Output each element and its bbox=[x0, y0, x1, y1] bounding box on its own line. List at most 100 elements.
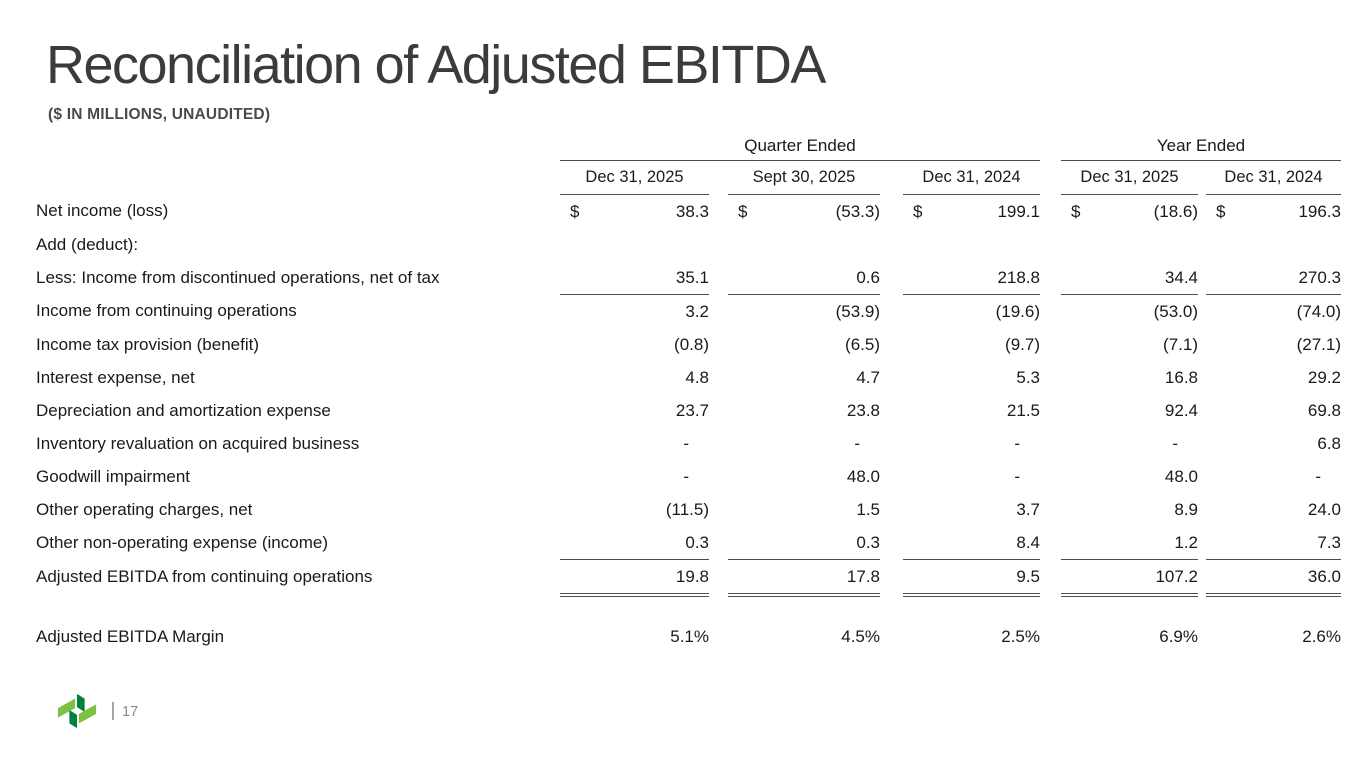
row-label: Depreciation and amortization expense bbox=[36, 400, 331, 420]
cell-value: 4.8 bbox=[560, 361, 709, 394]
cell-value: 2.5% bbox=[903, 620, 1040, 653]
logo-blade-south bbox=[69, 710, 77, 729]
spacer-cell bbox=[36, 595, 1341, 620]
column-group-header: Year Ended bbox=[1061, 131, 1341, 161]
cell-value: 5.1% bbox=[560, 620, 709, 653]
cell-number: 5.3 bbox=[1016, 367, 1040, 387]
row-label: Goodwill impairment bbox=[36, 466, 190, 486]
currency-symbol: $ bbox=[1071, 201, 1081, 221]
cell-value: 4.7 bbox=[728, 361, 880, 394]
column-gap bbox=[1040, 427, 1061, 460]
row-label: Inventory revaluation on acquired busine… bbox=[36, 433, 360, 453]
table-body: Net income (loss) $38.3 $ (53.3) $199.1 $ (18.… bbox=[36, 195, 1341, 654]
column-gap bbox=[1040, 526, 1061, 560]
table-row: Income tax provision (benefit) (0.8) (6.5)… bbox=[36, 328, 1341, 361]
column-gap bbox=[880, 560, 903, 596]
row-label: Other operating charges, net bbox=[36, 499, 253, 519]
column-gap bbox=[709, 493, 728, 526]
cell-value: 3.2 bbox=[560, 295, 709, 329]
cell-number: 21.5 bbox=[1006, 400, 1040, 420]
cell-value: - bbox=[728, 427, 880, 460]
row-label: Income tax provision (benefit) bbox=[36, 334, 259, 354]
column-gap bbox=[1198, 493, 1206, 526]
table-row: Adjusted EBITDA Margin 5.1% 4.5% 2.5% 6.9% 2.… bbox=[36, 620, 1341, 653]
cell-number: 9.5 bbox=[1016, 566, 1040, 586]
currency-symbol: $ bbox=[738, 201, 748, 221]
cell-value: 34.4 bbox=[1061, 261, 1198, 295]
company-logo-icon bbox=[57, 693, 97, 729]
cell-number: (7.1) bbox=[1163, 334, 1198, 354]
column-gap bbox=[709, 295, 728, 329]
column-gap bbox=[709, 228, 728, 261]
cell-number: (27.1) bbox=[1296, 334, 1341, 354]
cell-value: - bbox=[903, 460, 1040, 493]
cell-number: 48.0 bbox=[1164, 466, 1198, 486]
table-row: Other non-operating expense (income) 0.3 0… bbox=[36, 526, 1341, 560]
currency-symbol: $ bbox=[913, 201, 923, 221]
cell-number: 24.0 bbox=[1307, 499, 1341, 519]
currency-symbol: $ bbox=[1216, 201, 1226, 221]
cell-number: 4.7 bbox=[856, 367, 880, 387]
cell-number: 7.3 bbox=[1317, 532, 1341, 552]
column-gap bbox=[1198, 526, 1206, 560]
page-subtitle: ($ IN MILLIONS, UNAUDITED) bbox=[48, 106, 271, 123]
date-header-row: Dec 31, 2025 Sept 30, 2025 Dec 31, 2024 Dec… bbox=[36, 160, 1341, 195]
cell-number: 1.5 bbox=[856, 499, 880, 519]
column-header: Dec 31, 2025 bbox=[1061, 160, 1198, 195]
cell-value bbox=[903, 228, 1040, 261]
cell-value: (6.5) bbox=[728, 328, 880, 361]
cell-number: (6.5) bbox=[845, 334, 880, 354]
column-gap bbox=[880, 427, 903, 460]
group-gap bbox=[1040, 131, 1061, 161]
column-gap bbox=[1198, 328, 1206, 361]
cell-value: 107.2 bbox=[1061, 559, 1198, 597]
cell-number: 23.8 bbox=[846, 400, 880, 420]
logo-blade-west bbox=[57, 698, 76, 718]
cell-value bbox=[1206, 228, 1341, 261]
table-row: Other operating charges, net (11.5) 1.5 3.7… bbox=[36, 493, 1341, 526]
cell-number: 0.3 bbox=[856, 532, 880, 552]
cell-value: - bbox=[1206, 460, 1341, 493]
cell-value: 0.3 bbox=[728, 526, 880, 560]
cell-value: 35.1 bbox=[560, 261, 709, 295]
cell-value: 3.7 bbox=[903, 493, 1040, 526]
column-gap bbox=[1198, 361, 1206, 394]
cell-number: - bbox=[683, 466, 689, 486]
column-gap bbox=[709, 161, 728, 195]
column-gap bbox=[1198, 161, 1206, 195]
cell-number: 38.3 bbox=[675, 201, 709, 221]
column-gap bbox=[880, 295, 903, 329]
column-gap bbox=[709, 620, 728, 653]
column-gap bbox=[1040, 295, 1061, 329]
column-gap bbox=[1040, 394, 1061, 427]
cell-number: 196.3 bbox=[1298, 201, 1341, 221]
cell-number: 36.0 bbox=[1307, 566, 1341, 586]
cell-value: $38.3 bbox=[560, 195, 709, 229]
cell-number: 199.1 bbox=[997, 201, 1040, 221]
cell-number: - bbox=[1014, 466, 1020, 486]
row-label: Less: Income from discontinued operation… bbox=[36, 267, 440, 287]
cell-value: 24.0 bbox=[1206, 493, 1341, 526]
column-gap bbox=[1040, 460, 1061, 493]
cell-number: 17.8 bbox=[846, 566, 880, 586]
column-gap bbox=[1198, 195, 1206, 229]
cell-value: 218.8 bbox=[903, 261, 1040, 295]
column-gap bbox=[1198, 261, 1206, 295]
cell-number: 34.4 bbox=[1164, 267, 1198, 287]
row-label: Other non-operating expense (income) bbox=[36, 532, 328, 552]
cell-number: 2.5% bbox=[1001, 626, 1040, 646]
cell-number: 23.7 bbox=[675, 400, 709, 420]
column-gap bbox=[1040, 493, 1061, 526]
cell-value: (9.7) bbox=[903, 328, 1040, 361]
cell-number: - bbox=[1014, 433, 1020, 453]
group-header-row: Quarter Ended Year Ended bbox=[36, 131, 1341, 161]
cell-value: 270.3 bbox=[1206, 261, 1341, 295]
column-gap bbox=[709, 526, 728, 560]
cell-value: - bbox=[560, 427, 709, 460]
cell-number: 0.6 bbox=[856, 267, 880, 287]
column-gap bbox=[1198, 295, 1206, 329]
cell-value: 6.8 bbox=[1206, 427, 1341, 460]
row-label: Net income (loss) bbox=[36, 201, 169, 221]
column-gap bbox=[709, 427, 728, 460]
